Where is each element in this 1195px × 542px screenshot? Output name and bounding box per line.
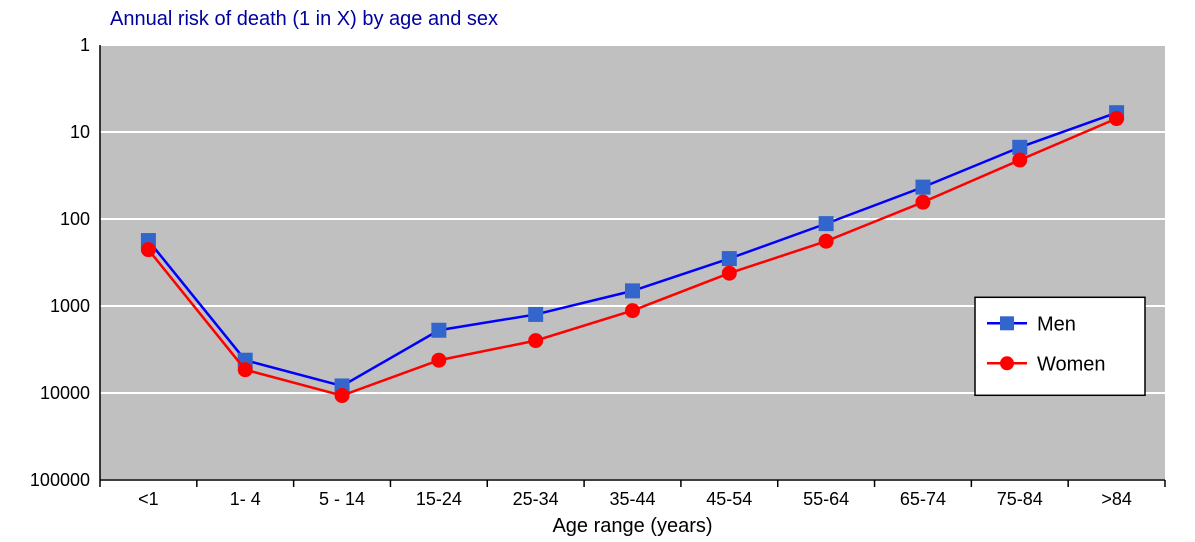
- marker-women: [432, 353, 446, 367]
- marker-women: [916, 195, 930, 209]
- marker-women: [722, 266, 736, 280]
- x-tick-label: 15-24: [416, 489, 462, 509]
- x-tick-label: 5 - 14: [319, 489, 365, 509]
- chart-svg: 1 10 100 1000 10000 100000 <1 1- 4 5 - 14 15-24 25…: [0, 0, 1195, 542]
- y-tick-label: 10000: [40, 383, 90, 403]
- x-tick-label: 75-84: [997, 489, 1043, 509]
- y-tick-label: 1000: [50, 296, 90, 316]
- x-tick-label: 55-64: [803, 489, 849, 509]
- x-axis-label: Age range (years): [552, 515, 712, 537]
- marker-men: [432, 323, 446, 337]
- chart-title: Annual risk of death (1 in X) by age and…: [110, 8, 498, 30]
- marker-men: [626, 284, 640, 298]
- plot-area: [100, 45, 1165, 480]
- marker-women: [529, 334, 543, 348]
- x-tick-label: 1- 4: [230, 489, 261, 509]
- legend: Men Women: [975, 297, 1145, 395]
- x-tick-label: >84: [1101, 489, 1132, 509]
- legend-box: [975, 297, 1145, 395]
- x-tick-label: 65-74: [900, 489, 946, 509]
- legend-label: Women: [1037, 353, 1106, 375]
- legend-label: Men: [1037, 313, 1076, 335]
- marker-women: [141, 243, 155, 257]
- x-tick-label: 45-54: [706, 489, 752, 509]
- marker-men: [722, 252, 736, 266]
- marker-women: [626, 304, 640, 318]
- marker-men: [529, 307, 543, 321]
- y-tick-label: 1: [80, 35, 90, 55]
- x-tick-label: 35-44: [609, 489, 655, 509]
- y-tick-label: 100000: [30, 470, 90, 490]
- y-tick-label: 10: [70, 122, 90, 142]
- marker-women: [819, 234, 833, 248]
- marker-women: [238, 363, 252, 377]
- marker-women: [1013, 153, 1027, 167]
- chart-container: 1 10 100 1000 10000 100000 <1 1- 4 5 - 14 15-24 25…: [0, 0, 1195, 542]
- marker-women: [335, 389, 349, 403]
- marker-women: [1110, 112, 1124, 126]
- x-tick-label: 25-34: [513, 489, 559, 509]
- legend-marker: [1000, 316, 1014, 330]
- marker-men: [916, 180, 930, 194]
- x-tick-label: <1: [138, 489, 159, 509]
- y-tick-label: 100: [60, 209, 90, 229]
- marker-men: [819, 217, 833, 231]
- marker-men: [1013, 140, 1027, 154]
- legend-marker: [1000, 356, 1014, 370]
